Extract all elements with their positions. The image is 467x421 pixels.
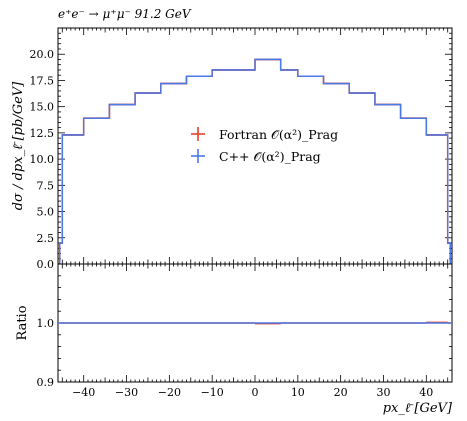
legend-label: C++ 𝒪(α²)_Prag — [219, 149, 321, 164]
legend: Fortran 𝒪(α²)_Prag C++ 𝒪(α²)_Prag — [191, 127, 338, 164]
y-tick-label: 5.0 — [37, 206, 55, 219]
y-axis-label: dσ / dpx_ℓ̄ [pb/GeV] — [11, 81, 26, 210]
x-tick-label: 30 — [376, 386, 390, 399]
x-tick-label: −40 — [72, 386, 95, 399]
y-tick-label: 17.5 — [30, 74, 55, 87]
ratio-y-tick-label: 0.9 — [37, 376, 55, 389]
ratio-y-axis-label: Ratio — [15, 305, 30, 340]
y-tick-label: 2.5 — [37, 232, 55, 245]
y-tick-label: 20.0 — [30, 48, 55, 61]
ratio-panel: −40 −30 −20 −10 0 10 20 30 40 0.9 1.0 — [37, 263, 453, 399]
x-tick-label: 20 — [334, 386, 348, 399]
y-tick-label: 15.0 — [30, 101, 55, 114]
y-tick-label: 0.0 — [37, 258, 55, 271]
y-tick-label: 12.5 — [30, 127, 55, 140]
legend-label: Fortran 𝒪(α²)_Prag — [219, 127, 338, 142]
y-tick-label: 10.0 — [30, 153, 55, 166]
x-tick-label: 10 — [291, 386, 305, 399]
x-tick-label: 40 — [419, 386, 433, 399]
plot-title: e⁺e⁻ → μ⁺μ⁻ 91.2 GeV — [58, 7, 192, 21]
main-panel: 0.0 2.5 5.0 7.5 10.0 12.5 15.0 17.5 20.0 — [30, 27, 453, 271]
x-axis-label: px_ℓ̄ [GeV] — [383, 401, 453, 416]
x-tick-label: −20 — [158, 386, 181, 399]
x-tick-label: −10 — [201, 386, 224, 399]
x-tick-label: −30 — [115, 386, 138, 399]
ratio-y-tick-label: 1.0 — [37, 317, 55, 330]
y-tick-label: 7.5 — [37, 179, 55, 192]
x-tick-label: 0 — [252, 386, 259, 399]
